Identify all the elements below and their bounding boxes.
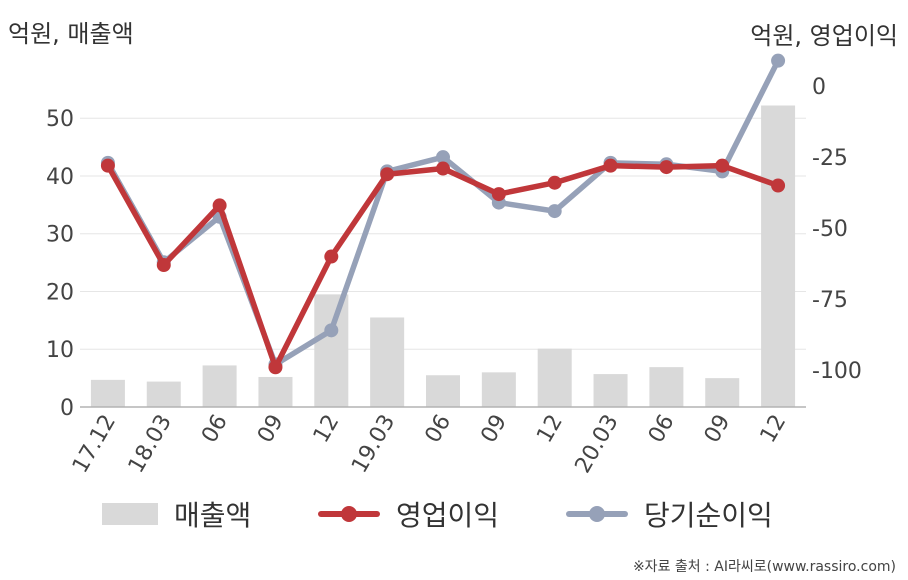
legend-item-net-income: 당기순이익 — [566, 492, 773, 536]
point-operating-profit — [212, 198, 227, 213]
right-tick-label: -75 — [812, 288, 848, 313]
left-tick-label: 10 — [46, 338, 74, 363]
point-operating-profit — [436, 161, 450, 176]
bar-revenue — [761, 105, 796, 407]
x-tick-label: 12 — [532, 411, 568, 448]
right-axis-unit: 억원, 영업이익 — [750, 22, 898, 50]
point-operating-profit — [603, 158, 618, 173]
left-tick-label: 40 — [46, 165, 74, 190]
x-tick-label: 12 — [756, 411, 792, 448]
point-operating-profit — [547, 175, 562, 190]
right-tick-label: -50 — [812, 217, 848, 242]
right-tick-label: 0 — [812, 75, 826, 100]
x-tick-label: 06 — [644, 411, 680, 448]
legend-swatch-net-income — [566, 503, 628, 525]
point-operating-profit — [380, 167, 395, 182]
x-tick-label: 20.03 — [571, 411, 624, 478]
data-source-note: ※자료 출처 : AI라씨로(www.rassiro.com) — [632, 559, 896, 575]
x-tick-label: 18.03 — [124, 411, 177, 478]
point-net-income — [547, 204, 562, 219]
bar-revenue — [90, 379, 125, 407]
legend-item-revenue: 매출액 — [102, 492, 251, 536]
chart-legend: 매출액 영업이익 당기순이익 — [0, 492, 908, 536]
point-net-income — [436, 150, 450, 165]
point-operating-profit — [771, 178, 786, 193]
line-net-income — [105, 57, 781, 368]
line-operating-profit — [105, 162, 781, 371]
x-tick-label: 09 — [253, 411, 289, 448]
bar-revenue — [258, 376, 293, 407]
point-operating-profit — [100, 158, 115, 173]
x-tick-label: 19.03 — [347, 411, 400, 478]
right-tick-label: -25 — [812, 146, 848, 171]
bar-revenue — [146, 381, 181, 407]
point-operating-profit — [156, 258, 171, 273]
bar-revenue — [314, 294, 349, 407]
x-tick-label: 09 — [476, 411, 512, 448]
left-tick-label: 50 — [46, 107, 74, 132]
left-tick-label: 30 — [46, 223, 74, 248]
bar-revenue — [537, 348, 572, 407]
bar-revenue — [370, 317, 405, 407]
point-operating-profit — [491, 187, 506, 202]
legend-swatch-revenue — [102, 503, 158, 525]
bar-revenue — [649, 367, 684, 407]
bar-revenue — [481, 372, 516, 407]
legend-label-revenue: 매출액 — [174, 499, 252, 532]
point-operating-profit — [324, 249, 339, 264]
x-tick-label: 09 — [700, 411, 736, 448]
x-tick-label: 06 — [197, 411, 233, 448]
x-tick-label: 17.12 — [68, 411, 121, 478]
bar-revenue — [705, 378, 740, 407]
x-tick-label: 12 — [309, 411, 345, 448]
point-operating-profit — [268, 360, 283, 375]
right-tick-label: -100 — [812, 359, 862, 384]
legend-item-operating-profit: 영업이익 — [318, 492, 499, 536]
x-tick-label: 06 — [421, 411, 457, 448]
revenue-profit-chart: 0 10 20 30 40 50 0 -25 -50 -75 -100 17.12 18.03 06 09 1… — [46, 53, 862, 478]
left-axis-unit: 억원, 매출액 — [8, 20, 134, 48]
legend-label-net-income: 당기순이익 — [644, 499, 773, 532]
bar-revenue — [426, 375, 460, 407]
left-tick-label: 0 — [60, 396, 74, 421]
legend-swatch-operating-profit — [318, 503, 380, 525]
bar-revenue — [593, 374, 628, 407]
point-operating-profit — [659, 160, 674, 175]
point-net-income — [771, 53, 786, 68]
bar-revenue — [202, 365, 237, 407]
point-operating-profit — [715, 158, 730, 173]
legend-label-operating-profit: 영업이익 — [396, 499, 500, 532]
left-tick-label: 20 — [46, 280, 74, 305]
point-net-income — [324, 323, 339, 338]
